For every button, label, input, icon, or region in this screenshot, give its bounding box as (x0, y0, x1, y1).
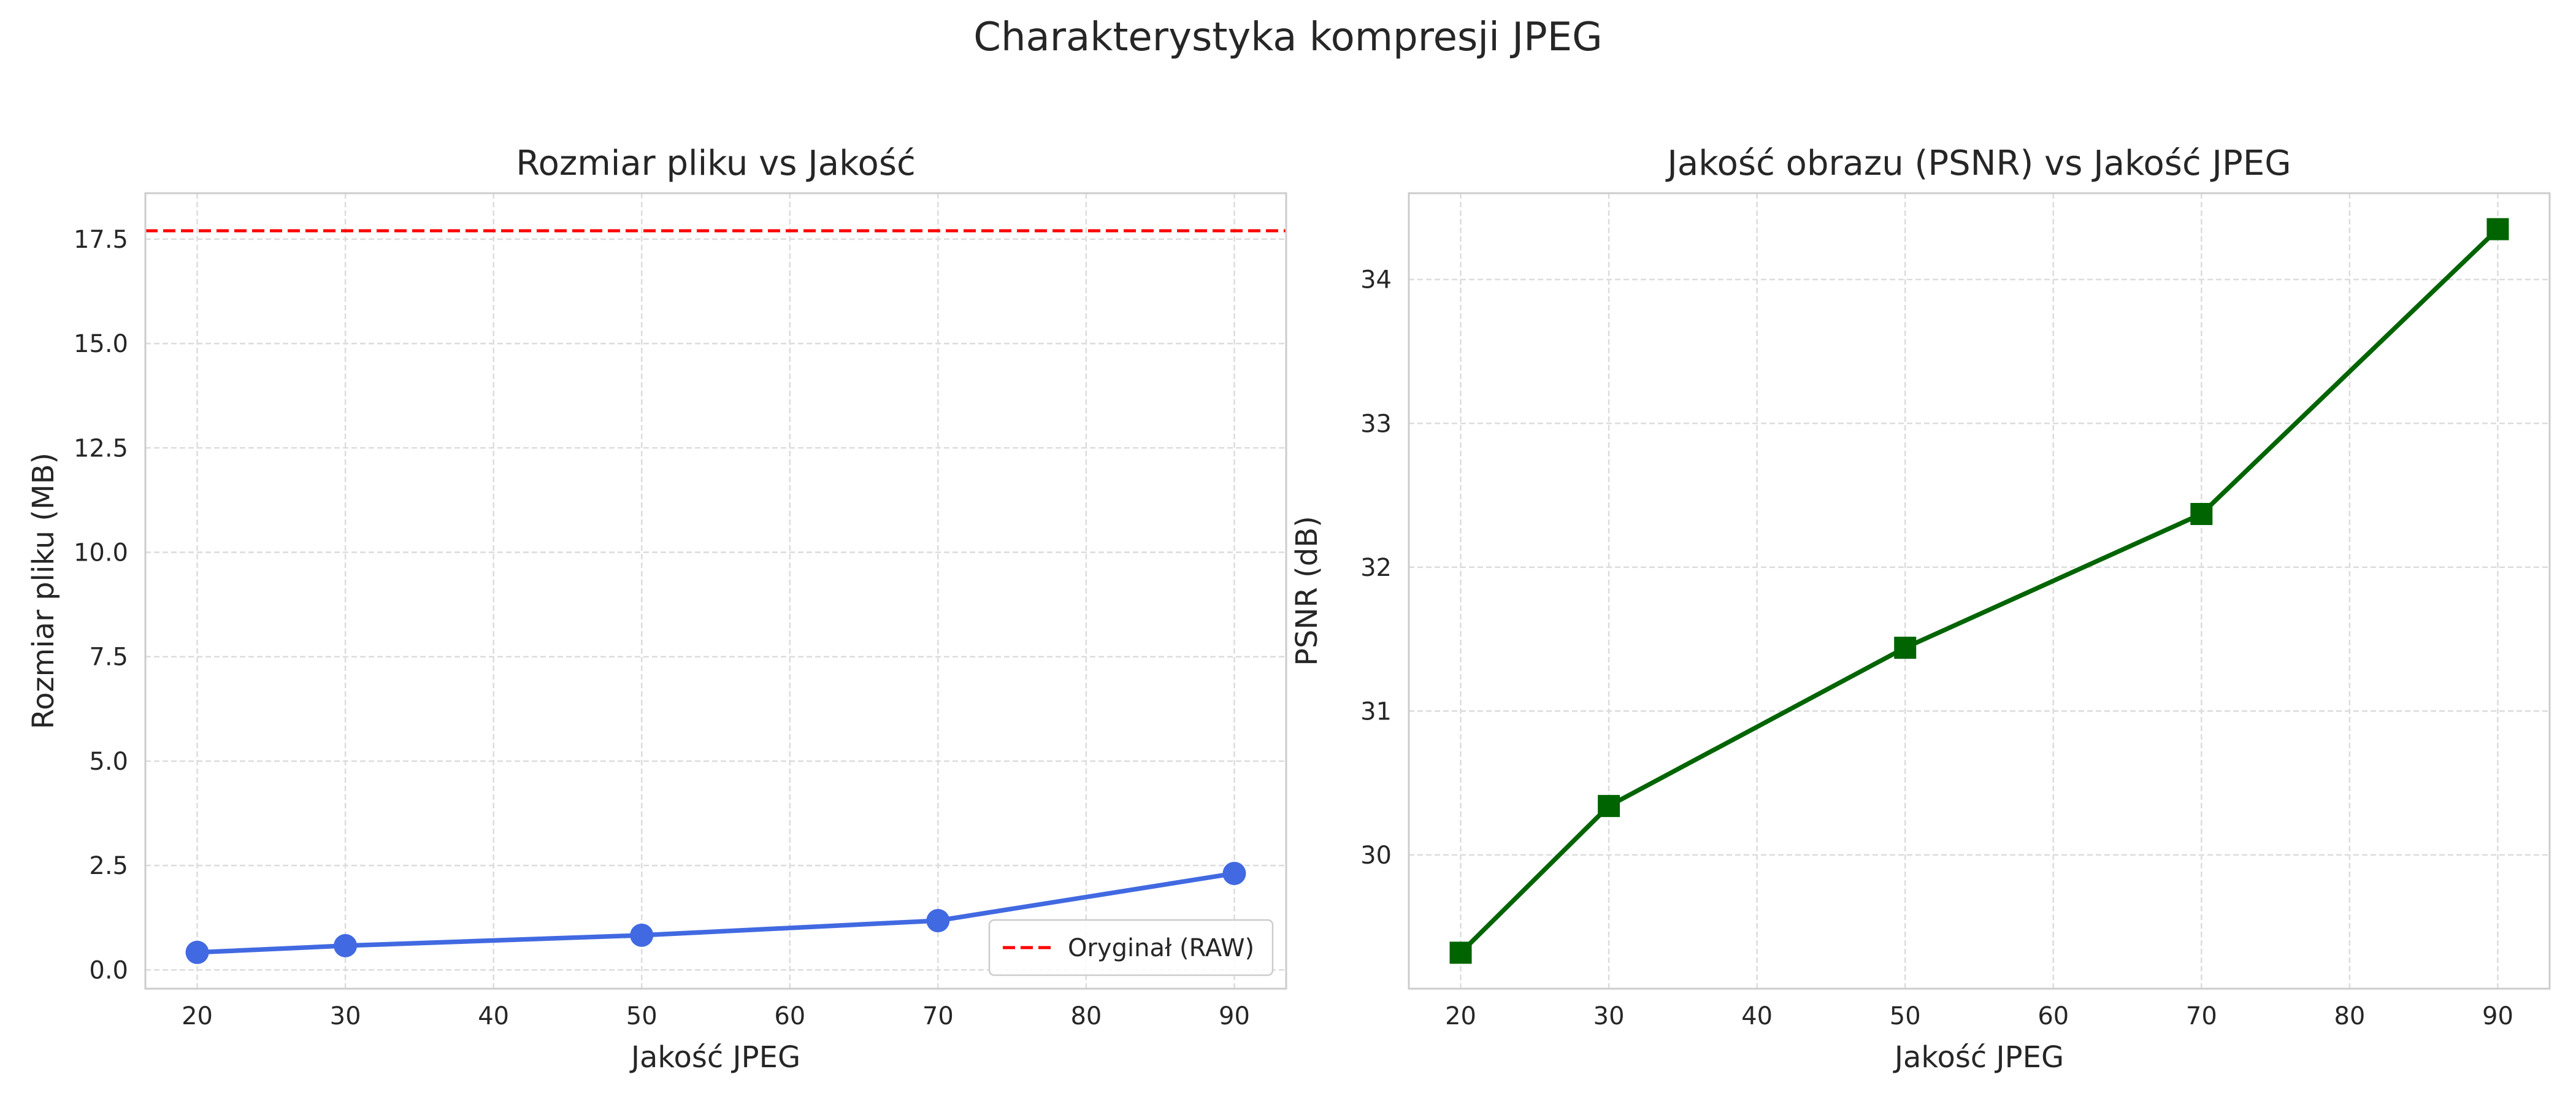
data-point (185, 940, 209, 964)
y-tick-label: 15.0 (74, 330, 128, 358)
x-tick-label: 50 (1890, 1002, 1921, 1030)
data-point (926, 909, 950, 933)
x-tick-label: 90 (1219, 1002, 1250, 1030)
data-point (2486, 218, 2509, 240)
x-tick-label: 40 (478, 1002, 509, 1030)
axes-frame (1408, 192, 2551, 990)
figure-title: Charakterystyka kompresji JPEG (973, 15, 1602, 60)
x-tick-label: 60 (2037, 1002, 2069, 1030)
chart-title: Jakość obrazu (PSNR) vs Jakość JPEG (1665, 144, 2291, 183)
y-tick-label: 32 (1360, 554, 1392, 582)
legend: Oryginał (RAW) (988, 919, 1274, 976)
x-tick-label: 30 (1593, 1002, 1625, 1030)
x-tick-label: 20 (182, 1002, 213, 1030)
y-tick-label: 17.5 (74, 226, 128, 254)
data-point (1598, 795, 1620, 818)
axes-frame (144, 192, 1287, 990)
x-axis-label: Jakość JPEG (629, 1040, 800, 1075)
y-tick-label: 34 (1360, 266, 1392, 294)
y-tick-label: 2.5 (89, 852, 128, 880)
y-axis-label: PSNR (dB) (1290, 516, 1324, 666)
y-axis-label: Rozmiar pliku (MB) (26, 453, 61, 729)
y-tick-label: 30 (1360, 841, 1392, 870)
x-tick-label: 70 (922, 1002, 954, 1030)
x-tick-label: 90 (2482, 1002, 2513, 1030)
x-tick-label: 30 (330, 1002, 361, 1030)
y-tick-label: 7.5 (89, 643, 128, 672)
x-tick-label: 60 (774, 1002, 805, 1030)
chart-title: Rozmiar pliku vs Jakość (516, 144, 916, 183)
file-size-chart: 20 30 40 50 60 70 80 90 0.0 2.5 5.0 7.5 10.0 12.5 15.0… (26, 144, 1287, 1075)
y-tick-label: 0.0 (89, 956, 128, 984)
y-tick-label: 5.0 (89, 748, 128, 776)
data-point (630, 923, 654, 947)
x-axis-label: Jakość JPEG (1893, 1040, 2064, 1075)
x-tick-label: 50 (626, 1002, 657, 1030)
data-point (2190, 503, 2213, 526)
x-tick-label: 40 (1741, 1002, 1773, 1030)
legend-label: Oryginał (RAW) (1068, 934, 1254, 962)
data-point (1894, 637, 1917, 659)
y-tick-label: 10.0 (74, 539, 128, 567)
data-point (334, 933, 358, 957)
x-tick-label: 80 (2334, 1002, 2365, 1030)
y-tick-label: 33 (1360, 410, 1392, 438)
y-tick-label: 12.5 (74, 434, 128, 462)
x-tick-label: 20 (1445, 1002, 1476, 1030)
y-tick-label: 31 (1360, 697, 1392, 726)
psnr-chart: 20 30 40 50 60 70 80 90 30 31 32 33 34 Jakość obrazu … (1290, 144, 2551, 1075)
x-tick-label: 70 (2186, 1002, 2217, 1030)
data-point (1222, 862, 1246, 886)
plot-area (1409, 193, 2550, 989)
legend-box (988, 919, 1274, 976)
x-tick-label: 80 (1070, 1002, 1102, 1030)
plot-area (145, 193, 1286, 989)
data-point (1449, 941, 1472, 964)
